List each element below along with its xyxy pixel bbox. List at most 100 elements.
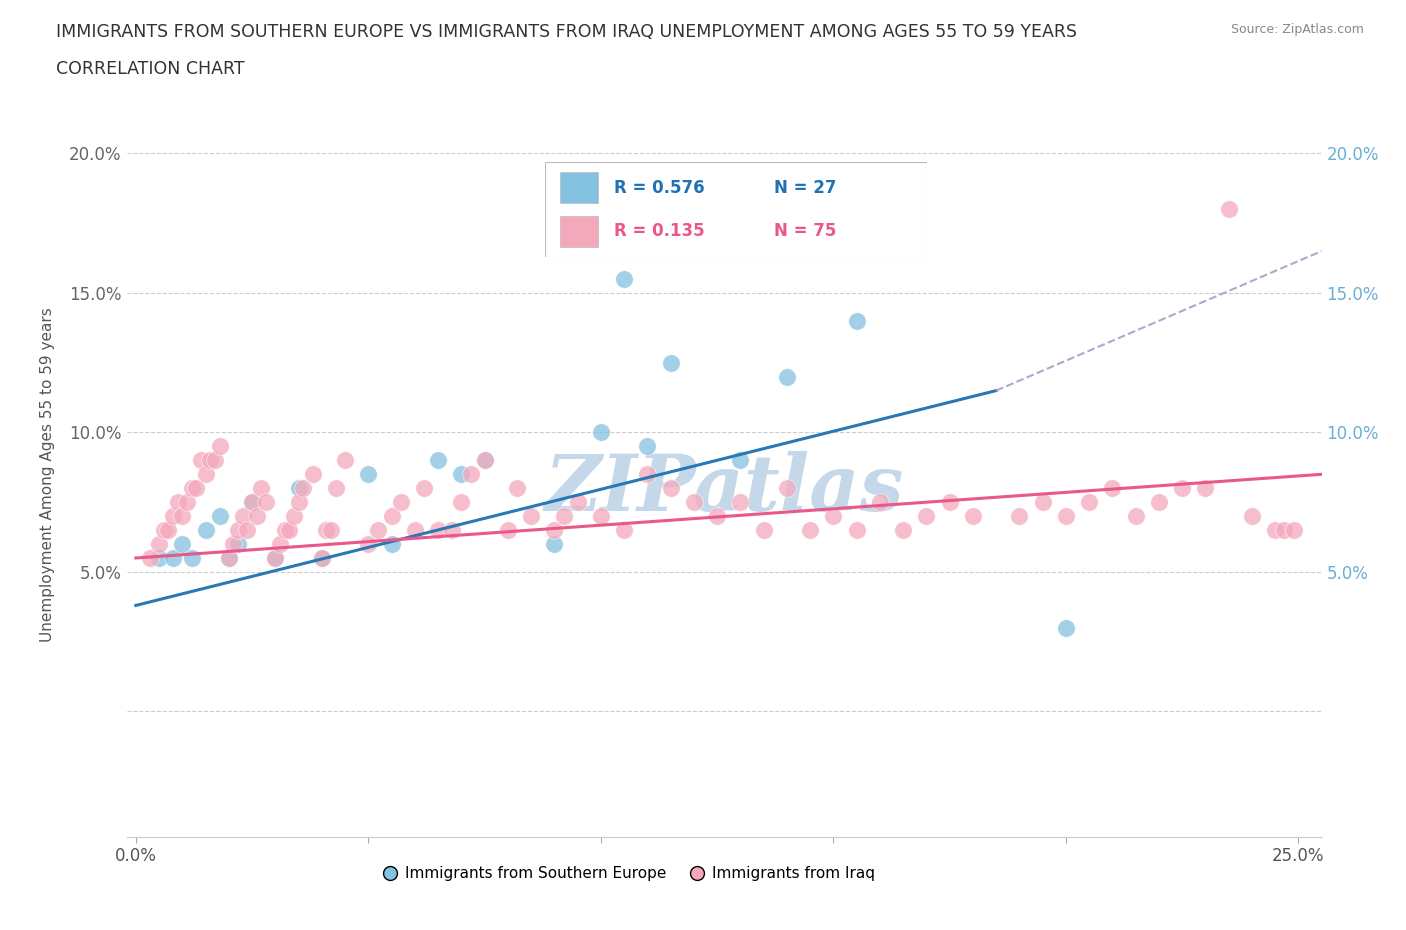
Point bbox=[208, 439, 231, 454]
Point bbox=[683, 495, 706, 510]
Point bbox=[269, 537, 291, 551]
Point bbox=[474, 453, 496, 468]
Point bbox=[283, 509, 305, 524]
Point bbox=[427, 523, 450, 538]
Point bbox=[333, 453, 356, 468]
Point bbox=[311, 551, 333, 565]
Text: CORRELATION CHART: CORRELATION CHART bbox=[56, 60, 245, 78]
Point bbox=[273, 523, 295, 538]
Point bbox=[357, 467, 380, 482]
Point bbox=[246, 509, 269, 524]
Point bbox=[236, 523, 259, 538]
Point bbox=[180, 481, 202, 496]
Point bbox=[1274, 523, 1296, 538]
Text: ZIPatlas: ZIPatlas bbox=[544, 450, 904, 527]
Y-axis label: Unemployment Among Ages 55 to 59 years: Unemployment Among Ages 55 to 59 years bbox=[41, 307, 55, 642]
Point bbox=[240, 495, 263, 510]
Point bbox=[553, 509, 575, 524]
Point bbox=[706, 509, 728, 524]
Point bbox=[460, 467, 482, 482]
Point bbox=[200, 453, 222, 468]
Point bbox=[157, 523, 180, 538]
Point bbox=[613, 272, 636, 286]
Point bbox=[190, 453, 212, 468]
Point bbox=[752, 523, 775, 538]
Point bbox=[823, 509, 845, 524]
Point bbox=[845, 523, 868, 538]
Point bbox=[311, 551, 333, 565]
Point bbox=[139, 551, 162, 565]
Point bbox=[194, 523, 217, 538]
Point bbox=[427, 453, 450, 468]
Point bbox=[166, 495, 188, 510]
Point bbox=[1194, 481, 1216, 496]
Point bbox=[186, 481, 208, 496]
Point bbox=[776, 369, 799, 384]
Point bbox=[204, 453, 226, 468]
Point bbox=[1008, 509, 1031, 524]
Point bbox=[287, 495, 309, 510]
Point bbox=[1125, 509, 1147, 524]
Point bbox=[148, 537, 170, 551]
Point bbox=[226, 537, 249, 551]
Point bbox=[915, 509, 938, 524]
Point bbox=[1054, 620, 1077, 635]
Point bbox=[938, 495, 960, 510]
Point bbox=[567, 495, 589, 510]
Point bbox=[287, 481, 309, 496]
Point bbox=[357, 537, 380, 551]
Point bbox=[730, 453, 752, 468]
Point bbox=[208, 509, 231, 524]
Point bbox=[325, 481, 347, 496]
Point bbox=[1264, 523, 1286, 538]
Point bbox=[232, 509, 254, 524]
Point bbox=[292, 481, 315, 496]
Point bbox=[381, 537, 404, 551]
Point bbox=[315, 523, 337, 538]
Point bbox=[176, 495, 198, 510]
Point bbox=[1101, 481, 1123, 496]
Point bbox=[389, 495, 412, 510]
Point bbox=[474, 453, 496, 468]
Point bbox=[450, 495, 472, 510]
Point bbox=[845, 313, 868, 328]
Point bbox=[152, 523, 174, 538]
Point bbox=[162, 551, 184, 565]
Point bbox=[226, 523, 249, 538]
Point bbox=[321, 523, 343, 538]
Point bbox=[543, 523, 565, 538]
Point bbox=[776, 481, 799, 496]
Point bbox=[172, 509, 194, 524]
Point bbox=[264, 551, 287, 565]
Point bbox=[869, 495, 891, 510]
Point bbox=[367, 523, 389, 538]
Point bbox=[891, 174, 914, 189]
Point bbox=[589, 509, 612, 524]
Point bbox=[1054, 509, 1077, 524]
Point bbox=[450, 467, 472, 482]
Point bbox=[506, 481, 529, 496]
Point bbox=[636, 439, 658, 454]
Point bbox=[264, 551, 287, 565]
Point bbox=[589, 425, 612, 440]
Point bbox=[1032, 495, 1054, 510]
Point bbox=[218, 551, 240, 565]
Point bbox=[636, 467, 658, 482]
Point bbox=[148, 551, 170, 565]
Point bbox=[659, 355, 682, 370]
Point bbox=[520, 509, 543, 524]
Point bbox=[301, 467, 323, 482]
Point bbox=[1218, 202, 1240, 217]
Point bbox=[891, 523, 914, 538]
Point bbox=[194, 467, 217, 482]
Point bbox=[1240, 509, 1263, 524]
Point bbox=[799, 523, 821, 538]
Point bbox=[222, 537, 245, 551]
Legend: Immigrants from Southern Europe, Immigrants from Iraq: Immigrants from Southern Europe, Immigra… bbox=[375, 860, 882, 887]
Text: Source: ZipAtlas.com: Source: ZipAtlas.com bbox=[1230, 23, 1364, 36]
Point bbox=[218, 551, 240, 565]
Point bbox=[441, 523, 464, 538]
Point bbox=[962, 509, 984, 524]
Point bbox=[496, 523, 519, 538]
Point bbox=[162, 509, 184, 524]
